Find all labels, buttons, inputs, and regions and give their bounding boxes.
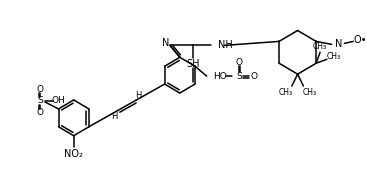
Text: CH₃: CH₃ [302,87,316,96]
Text: HO: HO [214,72,227,81]
Text: CH₃: CH₃ [313,42,327,51]
Text: N: N [161,38,169,48]
Text: CH₃: CH₃ [279,87,293,96]
Text: O: O [37,85,44,94]
Text: NH: NH [218,40,233,50]
Text: O: O [235,58,242,67]
Text: O•: O• [353,35,367,45]
Text: S: S [236,72,242,81]
Text: NO₂: NO₂ [64,149,83,159]
Text: S: S [37,96,43,105]
Text: H: H [112,112,118,121]
Text: O: O [251,72,258,81]
Text: H: H [135,91,142,100]
Text: O: O [37,108,44,117]
Text: CH₃: CH₃ [327,52,341,61]
Text: N: N [335,39,342,49]
Text: OH: OH [52,96,65,105]
Text: SH: SH [187,59,200,69]
